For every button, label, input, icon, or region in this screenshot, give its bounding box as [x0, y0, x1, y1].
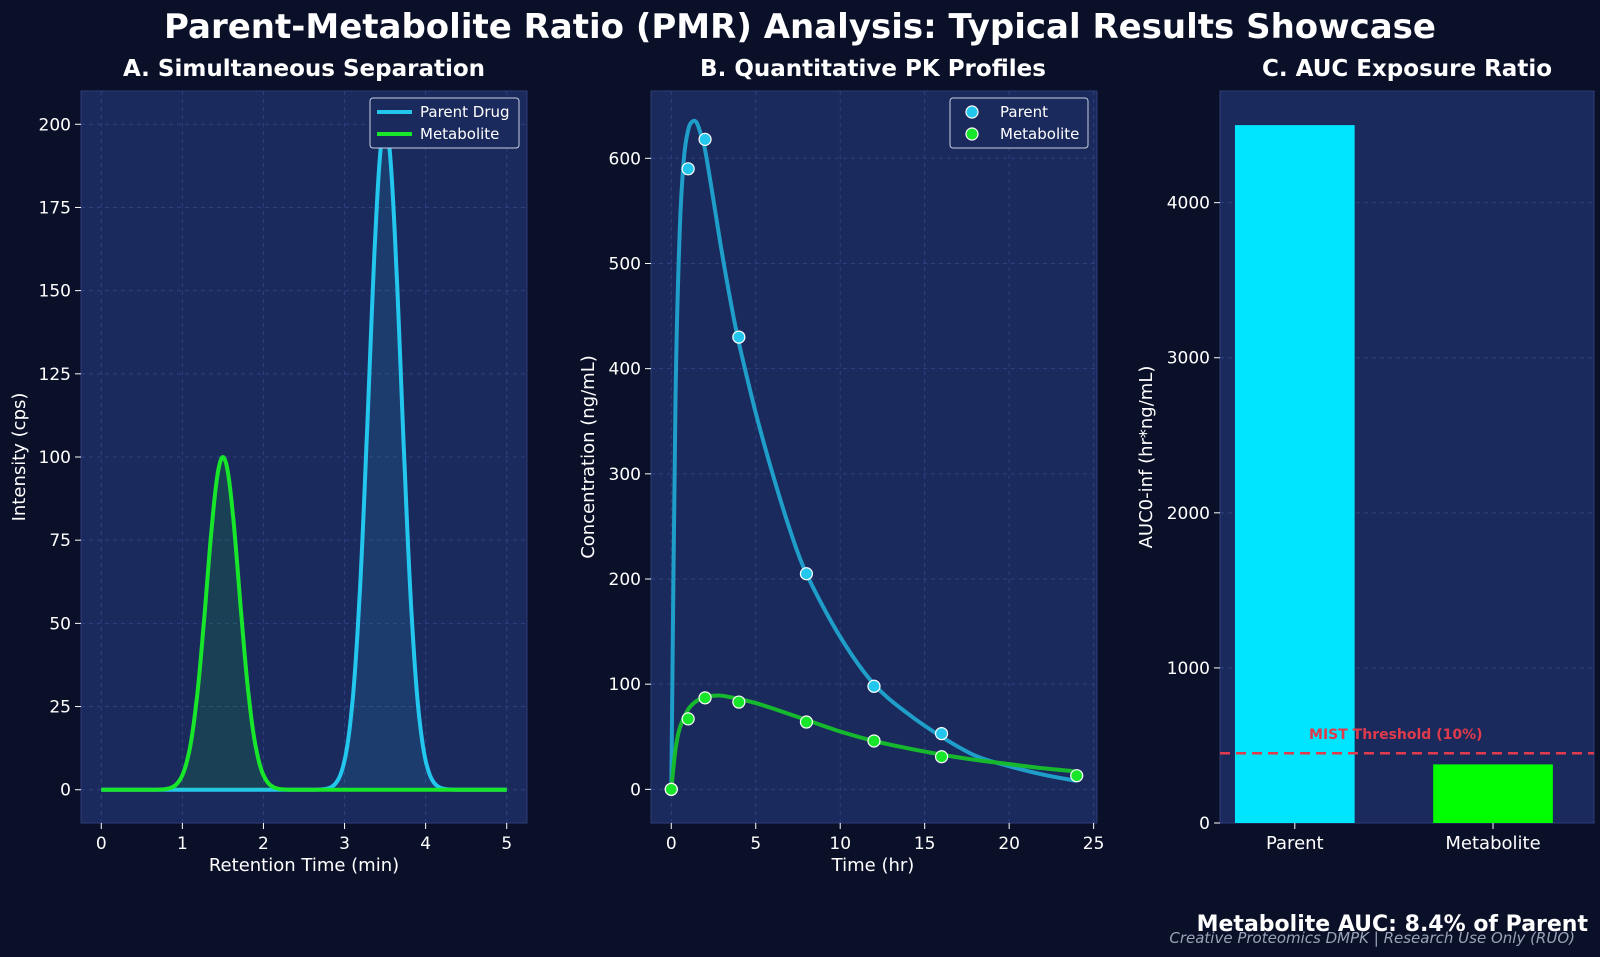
- panel-b-ylabel: Concentration (ng/mL): [578, 355, 599, 559]
- panel-c-title: C. AUC Exposure Ratio: [1262, 56, 1552, 82]
- panel-b-data-point: [681, 162, 695, 176]
- panel-b-ytick-label: 100: [609, 675, 641, 695]
- panel-a-ytick-label: 75: [49, 531, 71, 551]
- panel-a-ytick-label: 150: [39, 282, 71, 302]
- panel-b-plot-area: [650, 90, 1098, 824]
- panel-a-ytick-label: 200: [39, 115, 71, 135]
- panel-a-ytick-label: 25: [49, 698, 71, 718]
- panel-b-data-point: [664, 782, 678, 796]
- panel-b-ytick-label: 400: [609, 360, 641, 380]
- panel-b-data-point: [698, 132, 712, 146]
- panel-b-legend: Parent Metabolite: [949, 97, 1089, 149]
- panel-b-xtick-label: 5: [750, 834, 761, 854]
- panel-c-ytick-label: 2000: [1167, 504, 1210, 524]
- panel-b-data-point: [867, 679, 881, 693]
- panel-a-title: A. Simultaneous Separation: [123, 56, 485, 82]
- panel-b-legend-marker: [965, 105, 979, 119]
- panel-b-ytick-label: 600: [609, 149, 641, 169]
- panel-a-xtick-label: 5: [501, 834, 512, 854]
- panel-a-peak-fill: [101, 457, 507, 790]
- panel-b-data-point: [732, 695, 746, 709]
- panel-b-data-point: [732, 330, 746, 344]
- footer-text: Creative Proteomics DMPK | Research Use …: [1169, 929, 1575, 947]
- panel-a-legend-label: Metabolite: [420, 125, 499, 143]
- panel-b-data-point: [1070, 769, 1084, 783]
- panel-b-data-point: [681, 712, 695, 726]
- panel-a-ytick-label: 100: [39, 448, 71, 468]
- panel-a-xtick-label: 1: [177, 834, 188, 854]
- panel-c-ytick-label: 3000: [1167, 349, 1210, 369]
- panel-b-data-point: [799, 567, 814, 581]
- panel-b-xtick-label: 25: [1083, 834, 1105, 854]
- panel-a-ytick-label: 175: [39, 198, 71, 218]
- panel-b-data-point: [934, 727, 949, 741]
- panel-c-ytick-label: 1000: [1167, 659, 1210, 679]
- panel-c-bar: [1433, 764, 1553, 823]
- panel-b-fit-line: [669, 693, 1077, 790]
- panel-a-series-line: [100, 455, 508, 792]
- panel-a-peak-fill: [101, 124, 507, 790]
- panel-c-auc-ratio: C. AUC Exposure Ratio AUC0-inf (hr*ng/mL…: [1136, 56, 1595, 854]
- panel-c-category-label: Metabolite: [1445, 833, 1540, 854]
- panel-b-legend-label: Parent: [1000, 103, 1048, 121]
- panel-a-xtick-label: 0: [96, 834, 107, 854]
- panel-b-xtick-label: 15: [914, 834, 936, 854]
- panel-b-data-point: [698, 691, 712, 705]
- panel-a-ytick-label: 50: [49, 614, 71, 634]
- panel-a-ytick-label: 125: [39, 365, 71, 385]
- panel-a-legend: Parent Drug Metabolite: [369, 97, 520, 149]
- panel-b-legend-label: Metabolite: [1000, 125, 1079, 143]
- panel-c-ylabel: AUC0-inf (hr*ng/mL): [1136, 366, 1157, 549]
- panel-b-xtick-label: 10: [829, 834, 851, 854]
- panel-b-ytick-label: 300: [609, 465, 641, 485]
- panel-a-chromatogram: A. Simultaneous Separation Retention Tim…: [9, 56, 528, 876]
- panel-b-pk-profiles: B. Quantitative PK Profiles Time (hr) Co…: [578, 56, 1104, 876]
- panel-b-ytick-label: 500: [609, 254, 641, 274]
- panel-b-ytick-label: 0: [630, 780, 641, 800]
- panel-a-xtick-label: 3: [339, 834, 350, 854]
- panel-b-legend-marker: [965, 127, 979, 141]
- panel-a-xlabel: Retention Time (min): [209, 855, 399, 876]
- panel-c-threshold-label: MIST Threshold (10%): [1309, 727, 1482, 743]
- panel-b-title: B. Quantitative PK Profiles: [700, 56, 1046, 82]
- panel-c-ytick-label: 0: [1199, 814, 1210, 834]
- panel-b-xtick-label: 0: [666, 834, 677, 854]
- panel-a-ylabel: Intensity (cps): [9, 393, 30, 522]
- figure-title: Parent-Metabolite Ratio (PMR) Analysis: …: [164, 7, 1436, 47]
- panel-b-fit-line: [669, 118, 1078, 790]
- panel-c-ytick-label: 4000: [1167, 194, 1210, 214]
- summary-text: Metabolite AUC: 8.4% of Parent: [1197, 912, 1589, 937]
- panel-a-ytick-label: 0: [60, 781, 71, 801]
- panel-b-ytick-label: 200: [609, 570, 641, 590]
- panel-c-category-label: Parent: [1266, 833, 1324, 854]
- panel-c-bar: [1234, 125, 1355, 823]
- panel-a-xtick-label: 2: [258, 834, 269, 854]
- panel-b-xtick-label: 20: [998, 834, 1020, 854]
- panel-b-data-point: [799, 715, 814, 729]
- panel-b-legend-box: [949, 97, 1089, 149]
- panel-b-xlabel: Time (hr): [831, 855, 915, 876]
- panel-b-data-point: [934, 750, 949, 764]
- panel-a-legend-label: Parent Drug: [420, 103, 510, 121]
- panel-a-xtick-label: 4: [420, 834, 431, 854]
- panel-b-data-point: [867, 734, 881, 748]
